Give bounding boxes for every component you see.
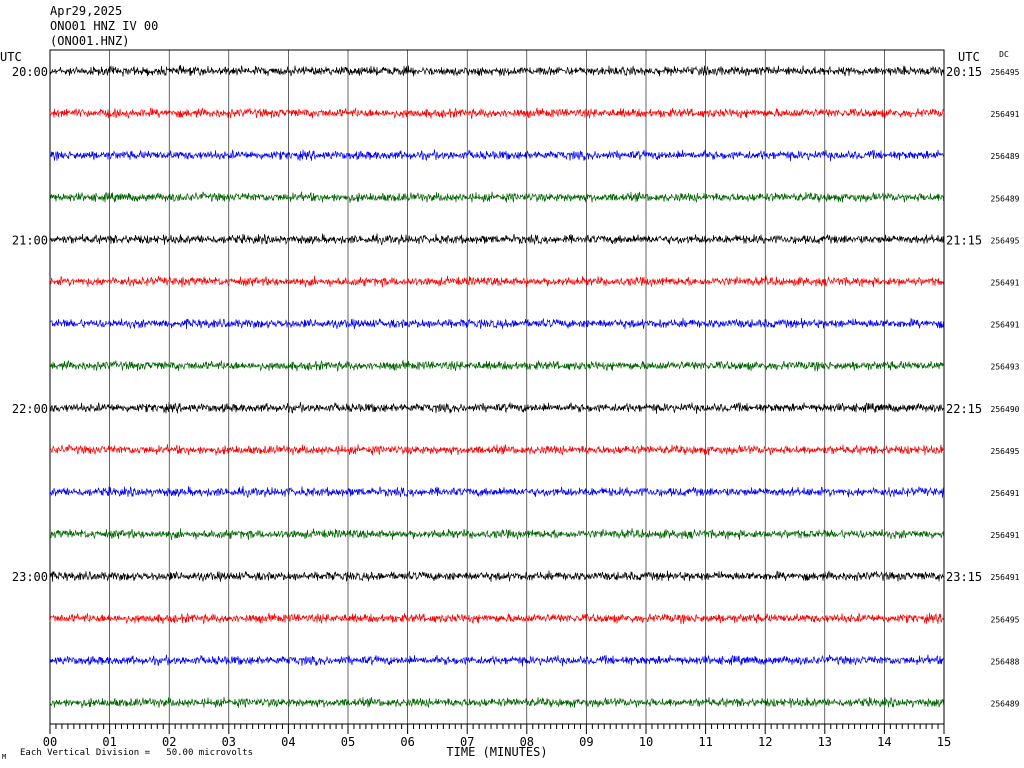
hour-label-right: 21:15 <box>946 233 982 247</box>
x-tick-label: 02 <box>162 735 176 749</box>
date-label: Apr29,2025 <box>50 4 123 18</box>
dc-value: 256488 <box>991 657 1020 666</box>
dc-value: 256495 <box>991 236 1020 245</box>
x-axis-title: TIME (MINUTES) <box>446 745 547 759</box>
right-utc-label: UTC <box>958 50 980 64</box>
scale-note: Each Vertical Division = 50.00 microvolt… <box>20 748 253 758</box>
station-label: ONO01 HNZ IV 00 <box>50 19 159 33</box>
seismic-trace <box>49 696 945 709</box>
left-utc-label: UTC <box>0 50 22 64</box>
seismic-trace <box>49 612 945 625</box>
x-tick-label: 08 <box>520 735 534 749</box>
seismic-trace <box>49 317 945 330</box>
x-tick-label: 04 <box>281 735 295 749</box>
seismic-trace <box>49 528 945 541</box>
x-tick-label: 00 <box>43 735 57 749</box>
seismic-trace <box>49 275 945 288</box>
dc-value: 256491 <box>991 321 1020 330</box>
plot-frame <box>49 49 945 725</box>
dc-value: 256491 <box>991 110 1020 119</box>
x-tick-label: 03 <box>222 735 236 749</box>
seismic-trace <box>49 654 945 667</box>
x-tick-label: 09 <box>579 735 593 749</box>
seismic-trace <box>49 359 945 373</box>
x-tick-label: 07 <box>460 735 474 749</box>
dc-value: 256495 <box>991 447 1020 456</box>
hour-label-left: 22:00 <box>12 402 48 416</box>
dc-value: 256491 <box>991 489 1020 498</box>
corner-mark: M <box>2 753 7 761</box>
x-tick-label: 14 <box>877 735 891 749</box>
hour-label-left: 20:00 <box>12 65 48 79</box>
seismic-trace <box>49 233 945 246</box>
x-tick-label: 01 <box>102 735 116 749</box>
seismic-trace <box>49 64 945 77</box>
dc-value: 256490 <box>991 405 1020 414</box>
dc-value: 256493 <box>991 363 1020 372</box>
seismic-trace <box>49 444 945 456</box>
seismic-trace <box>49 191 945 203</box>
dc-value: 256489 <box>991 152 1020 161</box>
dc-value: 256495 <box>991 615 1020 624</box>
dc-value: 256491 <box>991 573 1020 582</box>
channel-label: (ONO01.HNZ) <box>50 34 130 48</box>
seismic-trace <box>49 570 945 582</box>
hour-label-left: 23:00 <box>12 570 48 584</box>
dc-value: 256491 <box>991 531 1020 540</box>
seismic-trace <box>49 485 945 498</box>
dc-value: 256491 <box>991 279 1020 288</box>
x-tick-label: 11 <box>698 735 712 749</box>
hour-label-right: 22:15 <box>946 402 982 416</box>
x-tick-label: 05 <box>341 735 355 749</box>
hour-label-right: 23:15 <box>946 570 982 584</box>
seismic-trace <box>49 106 945 120</box>
x-tick-label: 10 <box>639 735 653 749</box>
seismic-trace <box>49 149 945 162</box>
x-tick-label: 06 <box>400 735 414 749</box>
dc-label: DC <box>999 50 1009 59</box>
hour-label-right: 20:15 <box>946 65 982 79</box>
x-tick-label: 15 <box>937 735 951 749</box>
hour-label-left: 21:00 <box>12 233 48 247</box>
seismic-trace <box>49 401 945 414</box>
dc-value: 256489 <box>991 700 1020 709</box>
x-tick-label: 13 <box>818 735 832 749</box>
x-tick-label: 12 <box>758 735 772 749</box>
dc-value: 256495 <box>991 68 1020 77</box>
dc-value: 256489 <box>991 194 1020 203</box>
